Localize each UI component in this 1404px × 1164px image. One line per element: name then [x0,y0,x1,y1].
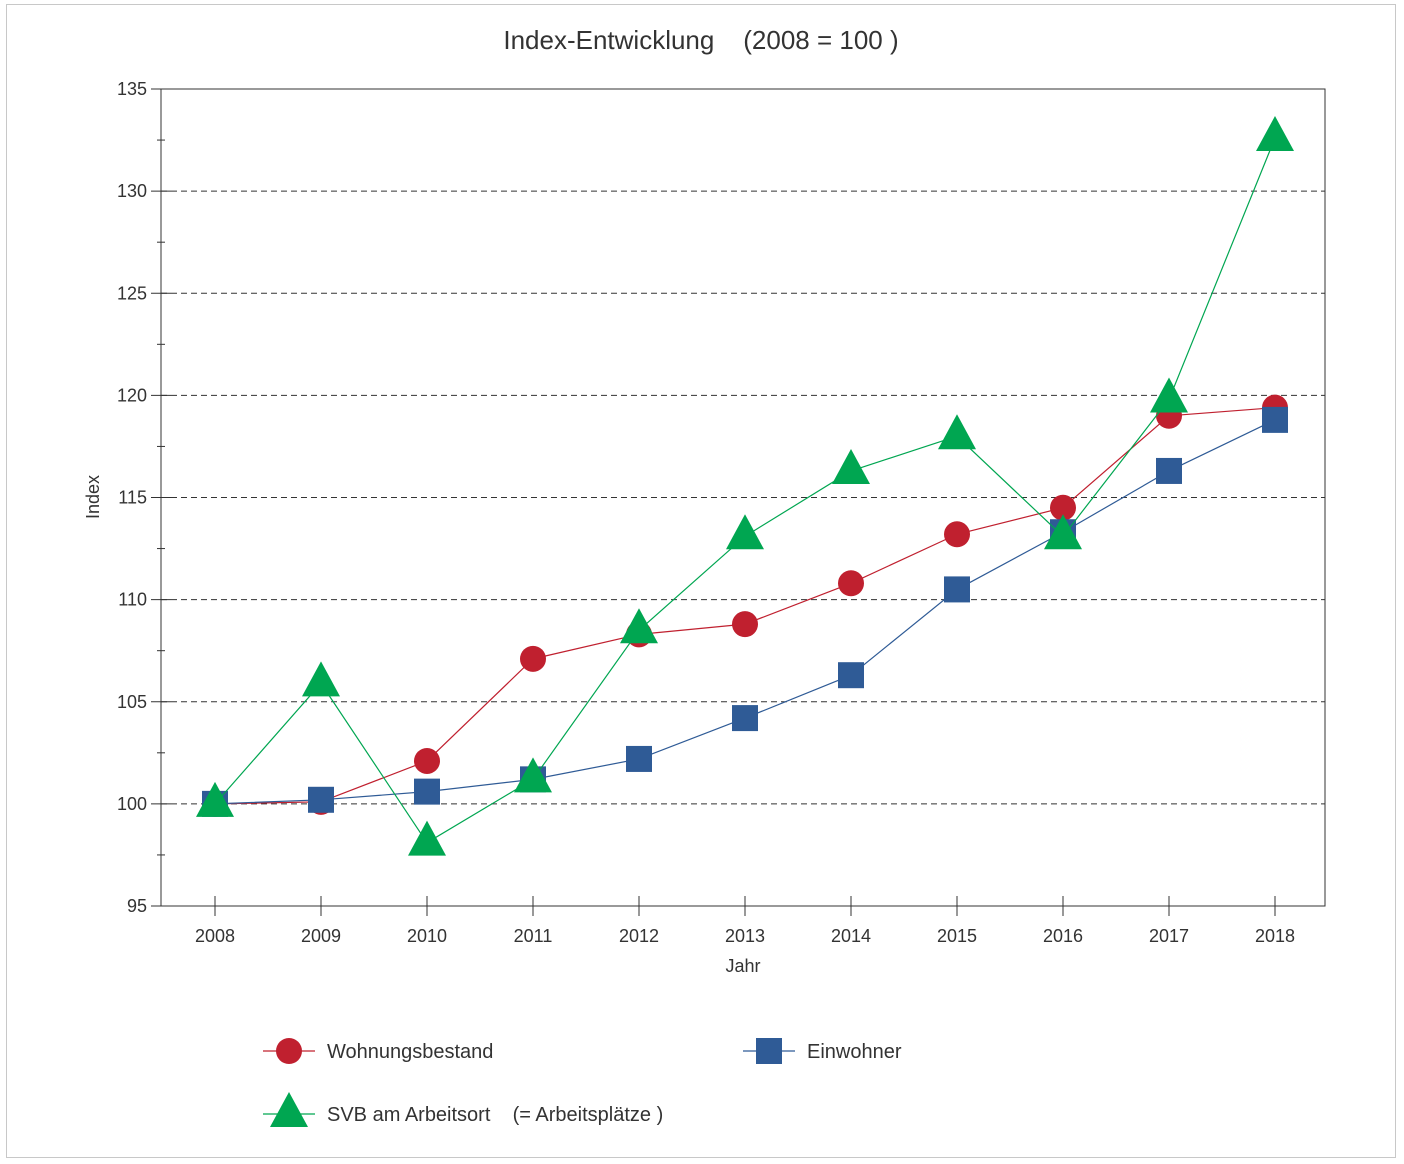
data-point [1262,406,1288,433]
y-tick-label: 115 [118,488,147,508]
y-tick-label: 120 [117,385,147,405]
x-tick-label: 2016 [1043,926,1083,946]
y-tick-label: 130 [117,181,147,201]
legend-label: SVB am Arbeitsort (= Arbeitsplätze ) [327,1104,663,1126]
data-point [944,521,970,548]
data-point [520,645,546,672]
data-point [1156,457,1182,484]
legend-label: Wohnungsbestand [327,1041,493,1063]
x-tick-label: 2011 [514,926,553,946]
x-tick-label: 2013 [725,926,765,946]
data-point [944,576,970,603]
x-tick-label: 2008 [195,926,235,946]
x-tick-label: 2010 [407,926,447,946]
series-triangle [196,116,1294,856]
x-axis: 2008 2009 2010 2011 2012 2013 2014 2015 2016 2017… [195,896,1295,946]
y-tick-label: 100 [117,794,147,814]
series-circle [202,394,1288,817]
data-point [1044,514,1082,550]
y-tick-label: 135 [117,79,147,99]
x-tick-label: 2009 [301,926,341,946]
y-axis: 95 100 105 110 115 120 125 130 135 [117,79,171,916]
data-point [414,747,440,774]
data-point [726,514,764,550]
y-tick-label: 95 [127,896,147,916]
data-point [1256,116,1294,152]
y-axis-label: Index [83,475,103,519]
grid-lines [161,190,1325,805]
data-point [732,705,758,732]
data-point [1150,377,1188,413]
chart-title: Index-Entwicklung (2008 = 100 ) [503,25,898,55]
x-tick-label: 2018 [1255,926,1295,946]
data-point [414,778,440,805]
legend-marker [276,1038,302,1064]
legend-item: Wohnungsbestand [263,1038,493,1064]
series-line [214,137,1276,844]
data-point [938,414,976,450]
data-point [1050,494,1076,521]
legend-label: Einwohner [807,1041,902,1063]
legend-item: Einwohner [743,1038,902,1064]
x-tick-label: 2017 [1149,926,1189,946]
data-point [302,661,340,697]
data-point [626,745,652,772]
data-point [838,570,864,597]
x-tick-label: 2012 [619,926,659,946]
y-tick-label: 105 [117,692,147,712]
y-tick-label: 110 [118,590,147,610]
legend-item: SVB am Arbeitsort (= Arbeitsplätze ) [263,1092,663,1127]
x-tick-label: 2014 [831,926,871,946]
series-layer [196,116,1294,856]
chart-frame: Index-Entwicklung (2008 = 100 ) 95 100 105… [6,4,1396,1158]
x-tick-label: 2015 [937,926,977,946]
legend: Wohnungsbestand Einwohner SVB am Arbeitsor… [263,1038,902,1127]
line-chart: Index-Entwicklung (2008 = 100 ) 95 100 105… [83,25,1326,1127]
legend-marker [756,1038,782,1064]
data-point [514,757,552,793]
data-point [308,786,334,813]
y-tick-label: 125 [117,283,147,303]
data-point [408,820,446,856]
data-point [620,608,658,644]
data-point [732,611,758,638]
x-axis-label: Jahr [725,956,760,976]
data-point [838,662,864,689]
data-point [196,781,234,817]
data-point [832,448,870,484]
legend-marker [270,1092,308,1127]
